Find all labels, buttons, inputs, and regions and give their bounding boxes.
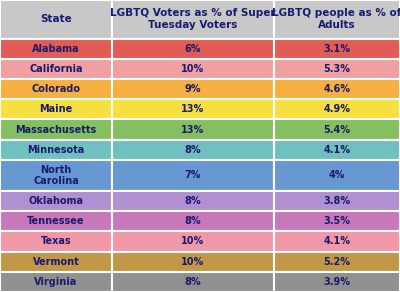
Text: 4%: 4% <box>329 171 345 180</box>
Bar <box>274 211 400 231</box>
Text: 8%: 8% <box>185 277 201 287</box>
Bar <box>274 191 400 211</box>
Text: 4.1%: 4.1% <box>324 237 350 246</box>
Bar <box>0 140 112 160</box>
Text: 10%: 10% <box>181 237 205 246</box>
Bar <box>0 99 112 119</box>
Bar <box>112 272 274 292</box>
Bar <box>112 191 274 211</box>
Bar <box>274 140 400 160</box>
Text: 7%: 7% <box>185 171 201 180</box>
Bar <box>112 59 274 79</box>
Text: Tennessee: Tennessee <box>27 216 85 226</box>
Text: 4.1%: 4.1% <box>324 145 350 155</box>
Bar <box>0 39 112 59</box>
Text: Maine: Maine <box>39 104 73 114</box>
Bar <box>274 231 400 251</box>
Bar <box>0 160 112 191</box>
Text: 4.6%: 4.6% <box>324 84 350 94</box>
Text: 5.3%: 5.3% <box>324 64 350 74</box>
Text: 3.5%: 3.5% <box>324 216 350 226</box>
Text: Alabama: Alabama <box>32 44 80 54</box>
Bar <box>274 160 400 191</box>
Text: State: State <box>40 14 72 24</box>
Bar <box>0 272 112 292</box>
Text: 13%: 13% <box>181 104 205 114</box>
Bar <box>112 231 274 251</box>
Text: 10%: 10% <box>181 257 205 267</box>
Bar <box>0 79 112 99</box>
Text: Minnesota: Minnesota <box>27 145 85 155</box>
Text: 6%: 6% <box>185 44 201 54</box>
Text: 13%: 13% <box>181 125 205 135</box>
Text: 8%: 8% <box>185 216 201 226</box>
Text: LGBTQ Voters as % of Super
Tuesday Voters: LGBTQ Voters as % of Super Tuesday Voter… <box>110 8 276 30</box>
Text: Vermont: Vermont <box>33 257 79 267</box>
Bar <box>112 99 274 119</box>
Text: 5.4%: 5.4% <box>324 125 350 135</box>
Text: Massachusetts: Massachusetts <box>15 125 97 135</box>
Bar <box>112 251 274 272</box>
Bar <box>112 0 274 39</box>
Text: Texas: Texas <box>41 237 71 246</box>
Bar <box>0 0 112 39</box>
Text: LGBTQ people as % of
Adults: LGBTQ people as % of Adults <box>272 8 400 30</box>
Bar <box>112 39 274 59</box>
Text: 9%: 9% <box>185 84 201 94</box>
Bar <box>0 59 112 79</box>
Bar <box>112 119 274 140</box>
Text: 3.1%: 3.1% <box>324 44 350 54</box>
Text: North
Carolina: North Carolina <box>33 165 79 186</box>
Bar <box>274 0 400 39</box>
Bar <box>274 79 400 99</box>
Bar <box>274 99 400 119</box>
Bar <box>274 251 400 272</box>
Text: 5.2%: 5.2% <box>324 257 350 267</box>
Bar <box>0 119 112 140</box>
Bar <box>274 119 400 140</box>
Bar <box>112 140 274 160</box>
Bar <box>112 79 274 99</box>
Bar <box>112 211 274 231</box>
Text: 10%: 10% <box>181 64 205 74</box>
Text: Colorado: Colorado <box>32 84 80 94</box>
Text: 8%: 8% <box>185 145 201 155</box>
Text: California: California <box>29 64 83 74</box>
Bar <box>274 59 400 79</box>
Text: 4.9%: 4.9% <box>324 104 350 114</box>
Text: 8%: 8% <box>185 196 201 206</box>
Text: 3.8%: 3.8% <box>324 196 350 206</box>
Bar <box>112 160 274 191</box>
Bar <box>274 272 400 292</box>
Bar <box>0 251 112 272</box>
Bar <box>0 191 112 211</box>
Bar <box>0 211 112 231</box>
Bar <box>0 231 112 251</box>
Text: Oklahoma: Oklahoma <box>28 196 84 206</box>
Text: 3.9%: 3.9% <box>324 277 350 287</box>
Bar <box>274 39 400 59</box>
Text: Virginia: Virginia <box>34 277 78 287</box>
